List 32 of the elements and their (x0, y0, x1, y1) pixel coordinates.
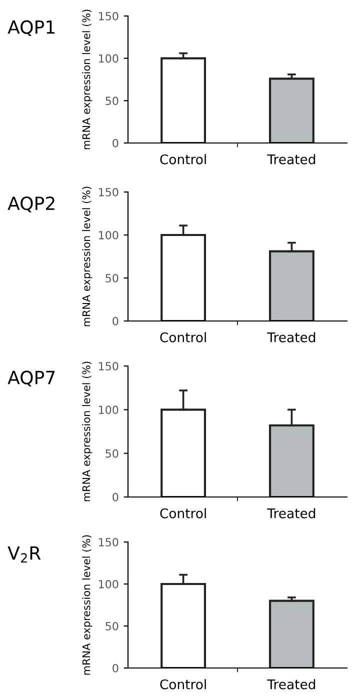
y-tick-label: 150 (98, 188, 118, 196)
y-tick-label: 150 (98, 362, 118, 370)
x-tick-label: Treated (267, 332, 316, 342)
x-tick-label: Treated (267, 154, 316, 164)
y-tick-label: 50 (106, 274, 118, 282)
y-tick-label: 0 (112, 138, 118, 148)
x-tick-label: Control (160, 508, 206, 518)
y-tick-label: 100 (98, 54, 118, 63)
y-tick-label: 150 (98, 538, 118, 546)
chart-title: V$_{2}$R (8, 546, 41, 563)
chart-title: AQP2 (8, 196, 54, 212)
chart-title: AQP1 (8, 20, 55, 36)
y-tick-label: 100 (98, 580, 118, 588)
y-axis-title: mRNA expression level (%) (82, 186, 92, 326)
y-axis-title: mRNA expression level (%) (82, 362, 92, 502)
y-tick-label: 100 (98, 406, 118, 414)
y-tick-label: 150 (98, 12, 118, 20)
x-tick-label: Treated (267, 679, 316, 690)
y-axis-title: mRNA expression level (%) (82, 535, 92, 675)
x-tick-label: Control (160, 679, 206, 690)
x-tick-label: Control (160, 332, 206, 342)
y-tick-label: 0 (112, 316, 118, 326)
y-tick-label: 100 (98, 230, 118, 240)
chart-title: AQP7 (8, 370, 55, 386)
y-tick-label: 50 (106, 622, 118, 630)
y-tick-label: 0 (112, 664, 118, 672)
x-tick-label: Treated (267, 508, 316, 518)
y-tick-label: 50 (106, 96, 118, 106)
y-tick-label: 50 (106, 449, 118, 458)
x-tick-label: Control (160, 154, 206, 164)
y-axis-title: mRNA expression level (%) (82, 10, 92, 150)
y-tick-label: 0 (112, 492, 118, 502)
